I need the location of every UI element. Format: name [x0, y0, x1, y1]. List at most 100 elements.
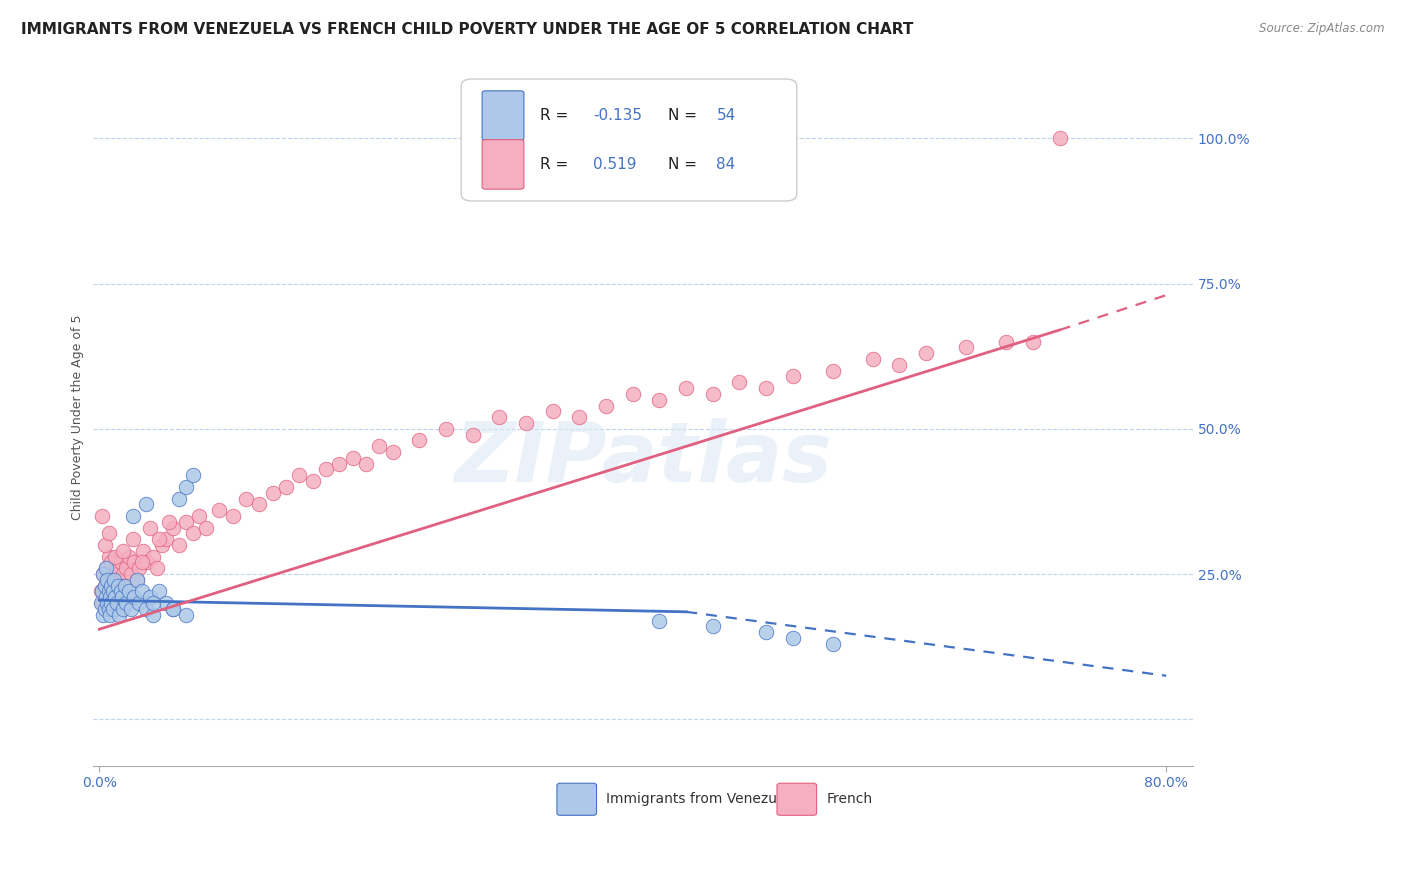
FancyBboxPatch shape	[557, 783, 596, 815]
Point	[96, 591, 118, 605]
Point	[103, 573, 125, 587]
FancyBboxPatch shape	[461, 79, 797, 201]
Point	[782, 631, 804, 645]
Point	[93, 538, 115, 552]
Point	[131, 584, 153, 599]
Point	[648, 614, 671, 628]
Point	[169, 538, 191, 552]
Text: ZIPatlas: ZIPatlas	[454, 418, 832, 500]
Point	[121, 532, 143, 546]
Point	[157, 515, 180, 529]
Point	[162, 602, 184, 616]
Point	[434, 422, 457, 436]
Point	[288, 468, 311, 483]
Point	[104, 591, 127, 605]
Point	[135, 497, 157, 511]
Point	[1049, 131, 1071, 145]
Point	[755, 625, 778, 640]
Point	[174, 607, 197, 622]
Text: R =: R =	[540, 157, 574, 171]
Point	[91, 567, 114, 582]
Point	[148, 584, 170, 599]
Point	[274, 480, 297, 494]
Point	[122, 591, 145, 605]
Point	[103, 567, 125, 582]
Point	[648, 392, 671, 407]
Point	[621, 387, 644, 401]
Point	[342, 450, 364, 465]
Text: French: French	[827, 792, 873, 806]
Point	[955, 340, 977, 354]
Point	[221, 508, 243, 523]
Point	[111, 584, 134, 599]
Point	[93, 602, 115, 616]
Point	[174, 515, 197, 529]
Point	[122, 556, 145, 570]
Point	[110, 584, 132, 599]
Point	[354, 457, 377, 471]
Point	[101, 602, 124, 616]
Point	[105, 596, 128, 610]
Point	[114, 579, 136, 593]
Point	[995, 334, 1018, 349]
Point	[90, 584, 112, 599]
Point	[381, 445, 404, 459]
Point	[328, 457, 350, 471]
Point	[114, 579, 136, 593]
Point	[97, 584, 120, 599]
Point	[142, 549, 165, 564]
Point	[675, 381, 697, 395]
Point	[728, 376, 751, 390]
Point	[181, 526, 204, 541]
Point	[120, 602, 142, 616]
Point	[112, 567, 135, 582]
Point	[169, 491, 191, 506]
Point	[162, 520, 184, 534]
Point	[117, 584, 139, 599]
Point	[90, 596, 112, 610]
FancyBboxPatch shape	[482, 91, 524, 140]
Point	[108, 573, 131, 587]
Point	[97, 549, 120, 564]
Point	[208, 503, 231, 517]
Point	[112, 543, 135, 558]
Point	[96, 596, 118, 610]
Point	[97, 602, 120, 616]
Point	[488, 410, 510, 425]
Point	[188, 508, 211, 523]
Point	[235, 491, 257, 506]
Point	[174, 480, 197, 494]
Point	[115, 561, 138, 575]
Point	[131, 556, 153, 570]
Point	[98, 607, 121, 622]
Point	[100, 556, 122, 570]
Point	[104, 579, 127, 593]
Point	[162, 602, 184, 616]
Point	[315, 462, 337, 476]
Text: -0.135: -0.135	[593, 108, 643, 123]
Point	[145, 561, 167, 575]
Point	[461, 427, 484, 442]
Point	[90, 596, 112, 610]
Point	[120, 567, 142, 582]
Point	[101, 584, 124, 599]
Point	[368, 439, 391, 453]
Point	[155, 532, 177, 546]
Point	[889, 358, 911, 372]
Point	[515, 416, 537, 430]
Point	[408, 434, 430, 448]
Point	[150, 538, 173, 552]
Point	[94, 561, 117, 575]
Point	[136, 556, 159, 570]
Point	[108, 607, 131, 622]
Point	[125, 573, 148, 587]
Text: Source: ZipAtlas.com: Source: ZipAtlas.com	[1260, 22, 1385, 36]
Point	[702, 619, 724, 633]
Point	[91, 567, 114, 582]
Point	[139, 520, 162, 534]
Point	[262, 485, 284, 500]
Point	[105, 561, 128, 575]
Point	[98, 591, 121, 605]
Point	[142, 596, 165, 610]
Point	[155, 596, 177, 610]
